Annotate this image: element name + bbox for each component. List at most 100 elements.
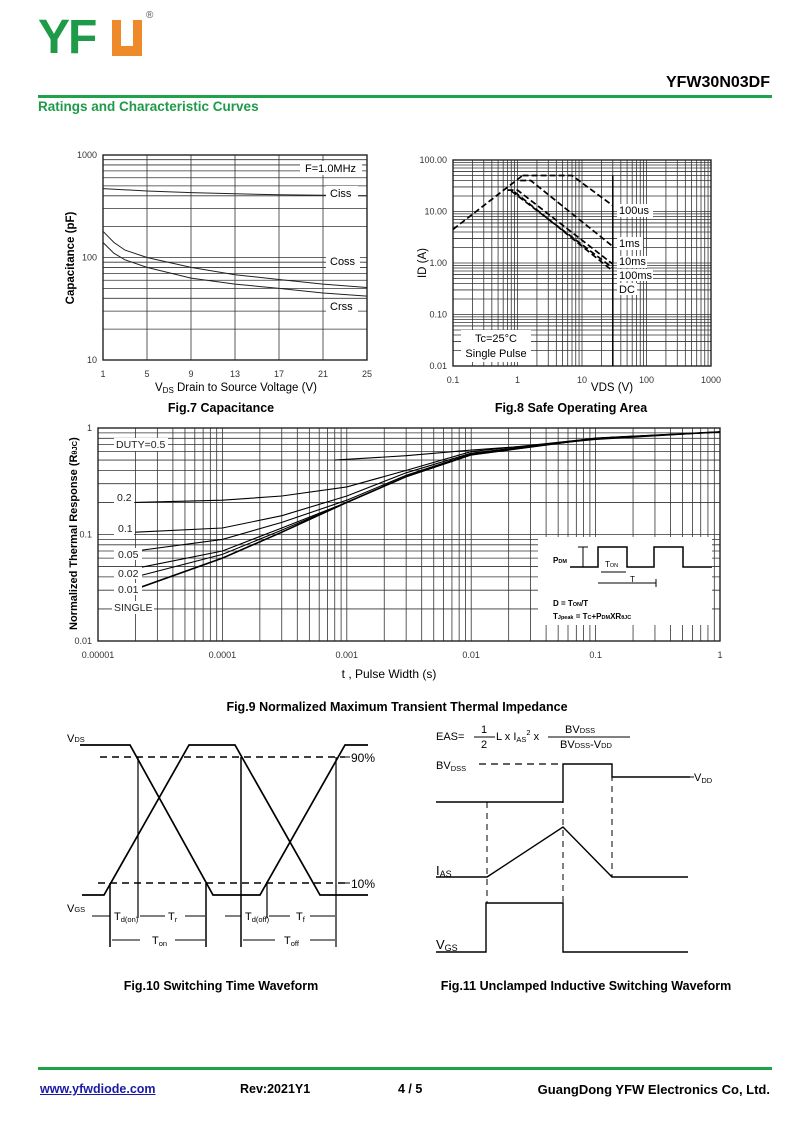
x-tick-label: 25	[362, 369, 372, 379]
fig10-ton-label: Ton	[152, 935, 167, 948]
y-tick-label: 0.10	[429, 310, 447, 320]
x-tick-label: 10	[577, 375, 587, 385]
y-tick-label: 1.00	[429, 258, 447, 268]
svg-text:2: 2	[481, 739, 487, 751]
fig10-tf-label: Tf	[296, 911, 306, 924]
x-tick-label: 1000	[701, 375, 721, 385]
fig11-ias-label: IAS	[436, 863, 452, 879]
x-tick-label: 5	[144, 369, 149, 379]
y-tick-label: 0.01	[74, 636, 92, 646]
fig8-caption: Fig.8 Safe Operating Area	[495, 401, 648, 415]
fig8-10ms-label: 10ms	[619, 256, 646, 268]
fig9-single-label: SINGLE	[114, 602, 153, 614]
fig8-100ms-label: 100ms	[619, 270, 653, 282]
fig7-crss-label: Crss	[330, 301, 353, 313]
svg-text:D = TON/T: D = TON/T	[553, 599, 588, 608]
fig9-x-axis-label: t , Pulse Width (s)	[342, 667, 437, 681]
series-single	[123, 431, 721, 595]
x-tick-label: 13	[230, 369, 240, 379]
fig7-x-axis-label: VDS Drain to Source Voltage (V)	[155, 382, 317, 395]
fig10-tr-label: Tr	[168, 911, 178, 924]
y-tick-label: 0.1	[79, 530, 92, 540]
fig10-td-off-label: Td(off)	[245, 911, 270, 924]
fig11-vgs-label: VGS	[436, 937, 458, 953]
fig9-duty-0.01-label: 0.01	[118, 584, 139, 596]
series-0.05	[135, 431, 721, 552]
series-ciss	[102, 188, 368, 197]
fig7-capacitance-chart: 1 5 9 13 17 21 25 10 100 1000	[77, 150, 372, 379]
fig8-100us-label: 100us	[619, 205, 649, 217]
fig10-caption: Fig.10 Switching Time Waveform	[124, 979, 318, 993]
fig7-y-axis-label: Capacitance (pF)	[65, 212, 77, 305]
fig8-x-axis-label: VDS (V)	[591, 382, 633, 394]
series-rds-on-limit	[452, 174, 524, 231]
svg-text:T: T	[630, 575, 635, 584]
fig10-td-on-label: Td(on)	[114, 911, 139, 924]
fig8-condition-temp: Tc=25°C	[475, 333, 517, 345]
y-tick-label: 100	[82, 253, 97, 263]
plot-frame	[102, 154, 368, 361]
x-tick-label: 1	[717, 650, 722, 660]
fig9-inset: PDM TON T D = TON/T TJpeak = TC+PDMXRθJC	[538, 537, 712, 625]
logo: YF	[38, 11, 97, 64]
fig11-caption: Fig.11 Unclamped Inductive Switching Wav…	[441, 979, 732, 993]
y-tick-label: 1	[87, 423, 92, 433]
x-tick-label: 0.1	[589, 650, 602, 660]
fig9-duty-0.5-label: DUTY=0.5	[116, 439, 165, 451]
svg-text:PDM: PDM	[553, 556, 567, 565]
svg-text:TJpeak = TC+PDMXRθJC: TJpeak = TC+PDMXRθJC	[553, 612, 631, 621]
fig7-ciss-label: Ciss	[330, 188, 352, 200]
fig10-vgs-label: VGS	[67, 903, 85, 915]
company-name: GuangDong YFW Electronics Co, Ltd.	[537, 1082, 770, 1097]
x-tick-label: 1	[515, 375, 520, 385]
x-tick-label: 9	[188, 369, 193, 379]
fig8-1ms-label: 1ms	[619, 238, 640, 250]
x-tick-label: 0.1	[447, 375, 460, 385]
fig9-duty-0.2-label: 0.2	[117, 492, 132, 504]
series-10ms	[507, 189, 614, 265]
x-tick-label: 21	[318, 369, 328, 379]
series-dc	[513, 191, 614, 272]
x-tick-label: 0.01	[462, 650, 480, 660]
website-link[interactable]: www.yfwdiode.com	[40, 1082, 156, 1096]
series-1ms	[520, 179, 614, 248]
fig10-toff-label: Toff	[284, 935, 300, 948]
fig11-vdd-label: VDD	[694, 772, 713, 785]
fig9-thermal-impedance-chart: 0.00001 0.0001 0.001 0.01 0.1 1 0.01 0.1 1	[74, 423, 722, 660]
fig9-duty-0.02-label: 0.02	[118, 568, 139, 580]
fig10-vds-label: VDS	[67, 733, 85, 745]
x-tick-label: 100	[639, 375, 654, 385]
fig9-duty-0.1-label: 0.1	[118, 523, 133, 535]
fig9-duty-0.05-label: 0.05	[118, 549, 139, 561]
fig11-uis-waveform	[436, 736, 694, 953]
x-tick-label: 0.0001	[209, 650, 237, 660]
series-coss	[102, 230, 368, 288]
fig10-90pct-label: 90%	[351, 751, 375, 765]
y-tick-label: 0.01	[429, 361, 447, 371]
fig10-switching-waveform	[80, 744, 368, 947]
y-tick-label: 100.00	[419, 155, 447, 165]
fig9-caption: Fig.9 Normalized Maximum Transient Therm…	[226, 700, 567, 714]
y-tick-label: 1000	[77, 150, 97, 160]
fig10-10pct-label: 10%	[351, 877, 375, 891]
fig7-caption: Fig.7 Capacitance	[168, 401, 274, 415]
fig7-coss-label: Coss	[330, 256, 356, 268]
series-0.1	[135, 431, 721, 533]
series-0.2	[135, 431, 721, 503]
y-tick-label: 10.00	[424, 207, 447, 217]
x-tick-label: 0.001	[336, 650, 359, 660]
header-divider	[38, 95, 772, 98]
footer-divider	[38, 1067, 772, 1070]
svg-text:1: 1	[481, 724, 487, 736]
part-number: YFW30N03DF	[665, 74, 770, 91]
fig11-bvdss-label: BVDSS	[436, 760, 466, 773]
plot-frame	[97, 427, 721, 642]
svg-text:TON: TON	[605, 560, 618, 569]
fig7-frequency-note: F=1.0MHz	[305, 163, 356, 175]
y-tick-label: 10	[87, 355, 97, 365]
svg-text:BVDSS-VDD: BVDSS-VDD	[560, 739, 613, 751]
plot-frame	[452, 159, 712, 367]
fig9-y-axis-label: Normalized Thermal Response (RθJC)	[68, 437, 80, 630]
fig8-y-axis-label: ID (A)	[417, 248, 429, 278]
